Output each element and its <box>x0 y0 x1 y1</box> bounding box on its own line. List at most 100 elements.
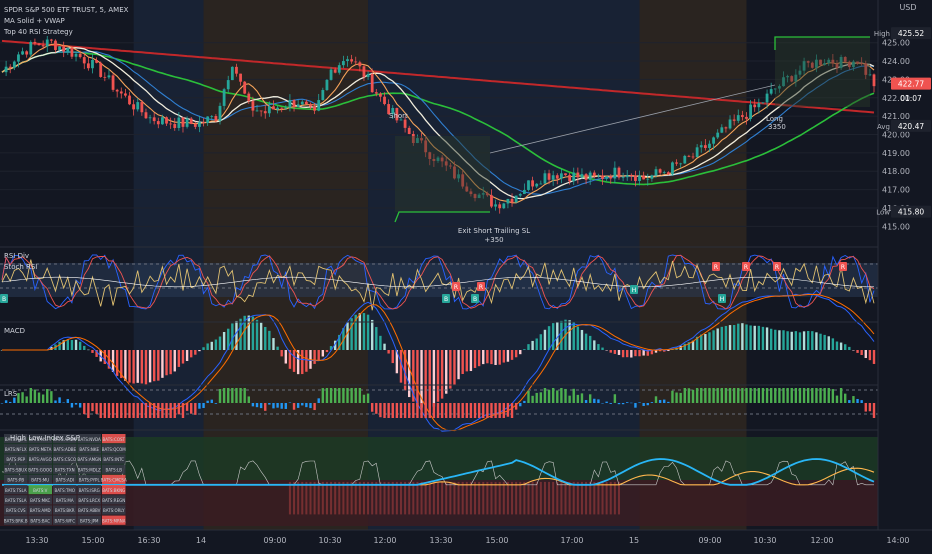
macd-histogram-bar <box>864 350 867 359</box>
sell-marker <box>712 262 720 271</box>
lrs-bar <box>140 403 144 418</box>
lrs-bar <box>852 396 855 403</box>
lrs-bar <box>412 403 415 418</box>
lrs-bar <box>765 388 769 403</box>
lrs-title[interactable]: LRS <box>4 390 18 398</box>
candle-body <box>477 194 481 199</box>
lrs-bar <box>280 403 283 409</box>
candle-body <box>765 93 769 103</box>
lrs-bar <box>296 403 300 408</box>
macd-histogram-bar <box>514 350 518 358</box>
lrs-bar <box>671 390 674 403</box>
candle-body <box>62 46 66 52</box>
macd-histogram-bar <box>584 333 588 350</box>
table-cell-label: BATS:AMGN <box>77 457 101 462</box>
time-tick: 09:00 <box>263 536 286 545</box>
table-cell-label: BATS:TXN <box>55 467 75 472</box>
candle-body <box>605 176 609 179</box>
lrs-bar <box>584 400 588 403</box>
candle-body <box>527 180 530 190</box>
hilo-bar <box>527 481 530 515</box>
candle-body <box>786 76 790 78</box>
macd-histogram-bar <box>695 336 699 350</box>
lrs-bar <box>83 403 86 415</box>
candle-body <box>461 174 465 187</box>
candle-body <box>856 61 859 64</box>
hilo-bar <box>478 481 481 515</box>
strategy-legend[interactable]: Top 40 RSI Strategy <box>3 28 73 36</box>
macd-histogram-bar <box>498 350 501 365</box>
hilo-bar <box>531 481 534 515</box>
table-cell-label: BATS:V <box>33 488 48 493</box>
macd-histogram-bar <box>362 313 366 350</box>
table-cell <box>102 454 126 464</box>
candle-body <box>210 116 214 117</box>
candle-body <box>740 115 744 117</box>
macd-histogram-bar <box>831 338 835 350</box>
hilo-bar <box>564 481 567 515</box>
lrs-bar <box>502 403 506 418</box>
candle-body <box>144 112 148 119</box>
lrs-bar <box>120 403 123 418</box>
candle-body <box>671 162 674 175</box>
lrs-bar <box>461 403 464 418</box>
macd-histogram-bar <box>346 322 349 350</box>
lrs-bar <box>375 403 378 414</box>
lrs-bar <box>370 403 374 412</box>
rsi-title[interactable]: RSI Div <box>4 252 29 260</box>
lrs-bar <box>157 403 160 418</box>
lrs-bar <box>514 403 518 410</box>
candle-body <box>798 70 802 75</box>
candle-body <box>428 152 432 159</box>
candle-body <box>4 66 8 73</box>
lrs-bar <box>111 403 115 418</box>
symbol-title[interactable]: SPDR S&P 500 ETF TRUST, 5, AMEX <box>4 6 129 14</box>
candle-body <box>675 162 678 164</box>
candle-body <box>448 165 452 167</box>
candle-body <box>383 96 386 105</box>
candle-body <box>358 62 362 67</box>
lrs-bar <box>473 403 477 418</box>
lrs-bar <box>346 388 349 403</box>
hilo-bar <box>617 481 620 515</box>
time-tick: 14:00 <box>886 536 909 545</box>
macd-histogram-bar <box>588 335 592 350</box>
macd-histogram-bar <box>440 350 444 399</box>
candle-body <box>399 119 403 121</box>
candle-body <box>642 175 646 180</box>
macd-title[interactable]: MACD <box>4 327 25 335</box>
last-price-value: 422.77 <box>898 80 924 89</box>
ma-legend[interactable]: MA Solid + VWAP <box>4 17 65 25</box>
candle-body <box>313 106 317 111</box>
macd-histogram-bar <box>774 329 777 350</box>
table-cell-label: BATS:TMO <box>54 488 75 493</box>
stoch-title[interactable]: Stoch RSI <box>4 263 37 271</box>
lrs-bar <box>342 388 345 403</box>
macd-histogram-bar <box>691 340 695 350</box>
macd-histogram-bar <box>626 350 629 358</box>
lrs-bar <box>482 403 485 418</box>
lrs-bar <box>329 388 333 403</box>
lrs-bar <box>506 403 510 417</box>
currency-label: USD <box>899 3 916 12</box>
table-cell-label: BATS:LRCX <box>78 498 100 503</box>
lrs-bar <box>309 403 312 409</box>
candle-body <box>835 63 839 69</box>
macd-histogram-bar <box>181 350 185 364</box>
macd-histogram-bar <box>741 323 744 350</box>
lrs-bar <box>605 401 608 403</box>
candle-body <box>304 101 308 105</box>
lrs-bar <box>761 388 765 403</box>
candle-body <box>206 116 210 123</box>
lrs-bar <box>416 403 419 418</box>
lrs-bar <box>17 393 20 403</box>
table-cell-label: BATS:BKNG <box>102 488 125 493</box>
price-axis[interactable] <box>878 0 932 550</box>
hilo-title[interactable]: High Low Index S&P <box>10 434 80 442</box>
table-cell-label: BATS:MSFT <box>29 437 52 442</box>
rsi-panel: 80400RRRRRRBBBHH <box>0 254 915 317</box>
candle-body <box>769 89 773 94</box>
candle-body <box>346 59 349 62</box>
macd-histogram-bar <box>745 324 748 350</box>
